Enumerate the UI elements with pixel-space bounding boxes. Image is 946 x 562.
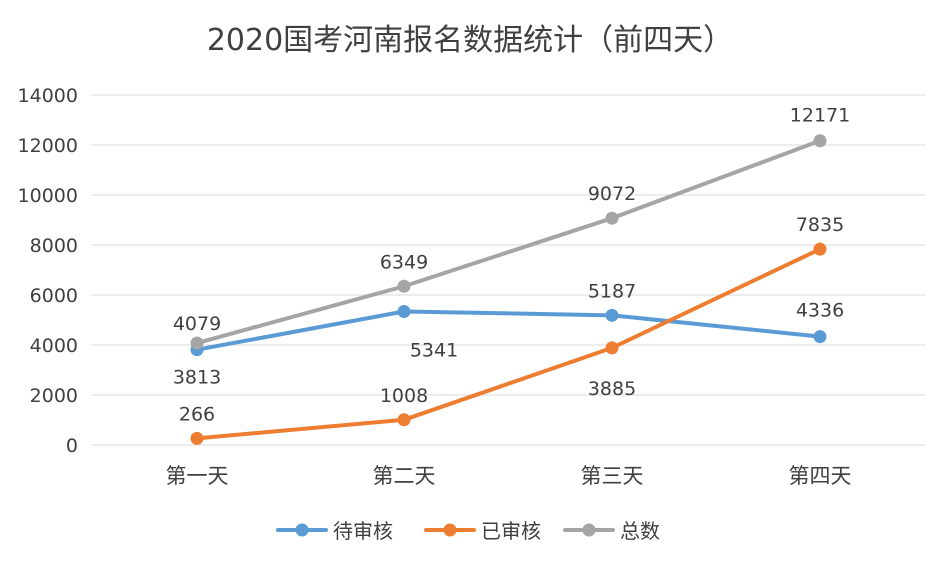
x-category-label: 第二天 [373, 464, 436, 488]
legend-item-2: 总数 [563, 519, 660, 543]
data-label: 1008 [380, 385, 428, 407]
data-label: 9072 [588, 183, 636, 205]
legend-marker [582, 523, 596, 537]
legend-label: 总数 [620, 519, 660, 543]
data-point [813, 330, 827, 344]
data-point [813, 134, 827, 148]
legend-label: 已审核 [481, 519, 541, 543]
data-point [813, 242, 827, 256]
legend-item-0: 待审核 [276, 519, 393, 543]
legend-item-1: 已审核 [424, 519, 541, 543]
data-label: 7835 [796, 214, 844, 236]
data-label: 4079 [173, 313, 221, 335]
x-category-label: 第三天 [581, 464, 644, 488]
y-tick-label: 4000 [30, 335, 78, 357]
series-line [195, 138, 822, 346]
data-point [605, 341, 619, 355]
data-point [397, 279, 411, 293]
data-point [605, 211, 619, 225]
data-label: 5187 [588, 280, 636, 302]
data-point [190, 431, 204, 445]
data-label: 4336 [796, 300, 844, 322]
legend-label: 待审核 [333, 519, 393, 543]
data-label: 12171 [790, 105, 850, 127]
series-2 [190, 134, 827, 350]
y-tick-label: 6000 [30, 285, 78, 307]
series-1 [190, 242, 827, 445]
y-tick-label: 10000 [18, 185, 78, 207]
series-line [195, 309, 822, 352]
data-point [190, 336, 204, 350]
y-tick-label: 14000 [18, 85, 78, 107]
y-tick-label: 2000 [30, 385, 78, 407]
y-tick-label: 0 [66, 435, 78, 457]
data-label: 6349 [380, 251, 428, 273]
y-tick-label: 8000 [30, 235, 78, 257]
chart-title: 2020国考河南报名数据统计（前四天） [207, 23, 733, 58]
data-point [397, 413, 411, 427]
series-line [195, 247, 822, 441]
data-label: 3813 [173, 367, 221, 389]
data-label: 266 [179, 403, 215, 425]
legend-marker [295, 523, 309, 537]
data-label: 3885 [588, 378, 636, 400]
legend-marker [443, 523, 457, 537]
y-tick-label: 12000 [18, 135, 78, 157]
data-label: 5341 [410, 339, 458, 361]
x-category-label: 第四天 [789, 464, 852, 488]
data-point [605, 308, 619, 322]
data-point [397, 304, 411, 318]
x-category-label: 第一天 [166, 464, 229, 488]
series-0 [190, 304, 827, 357]
